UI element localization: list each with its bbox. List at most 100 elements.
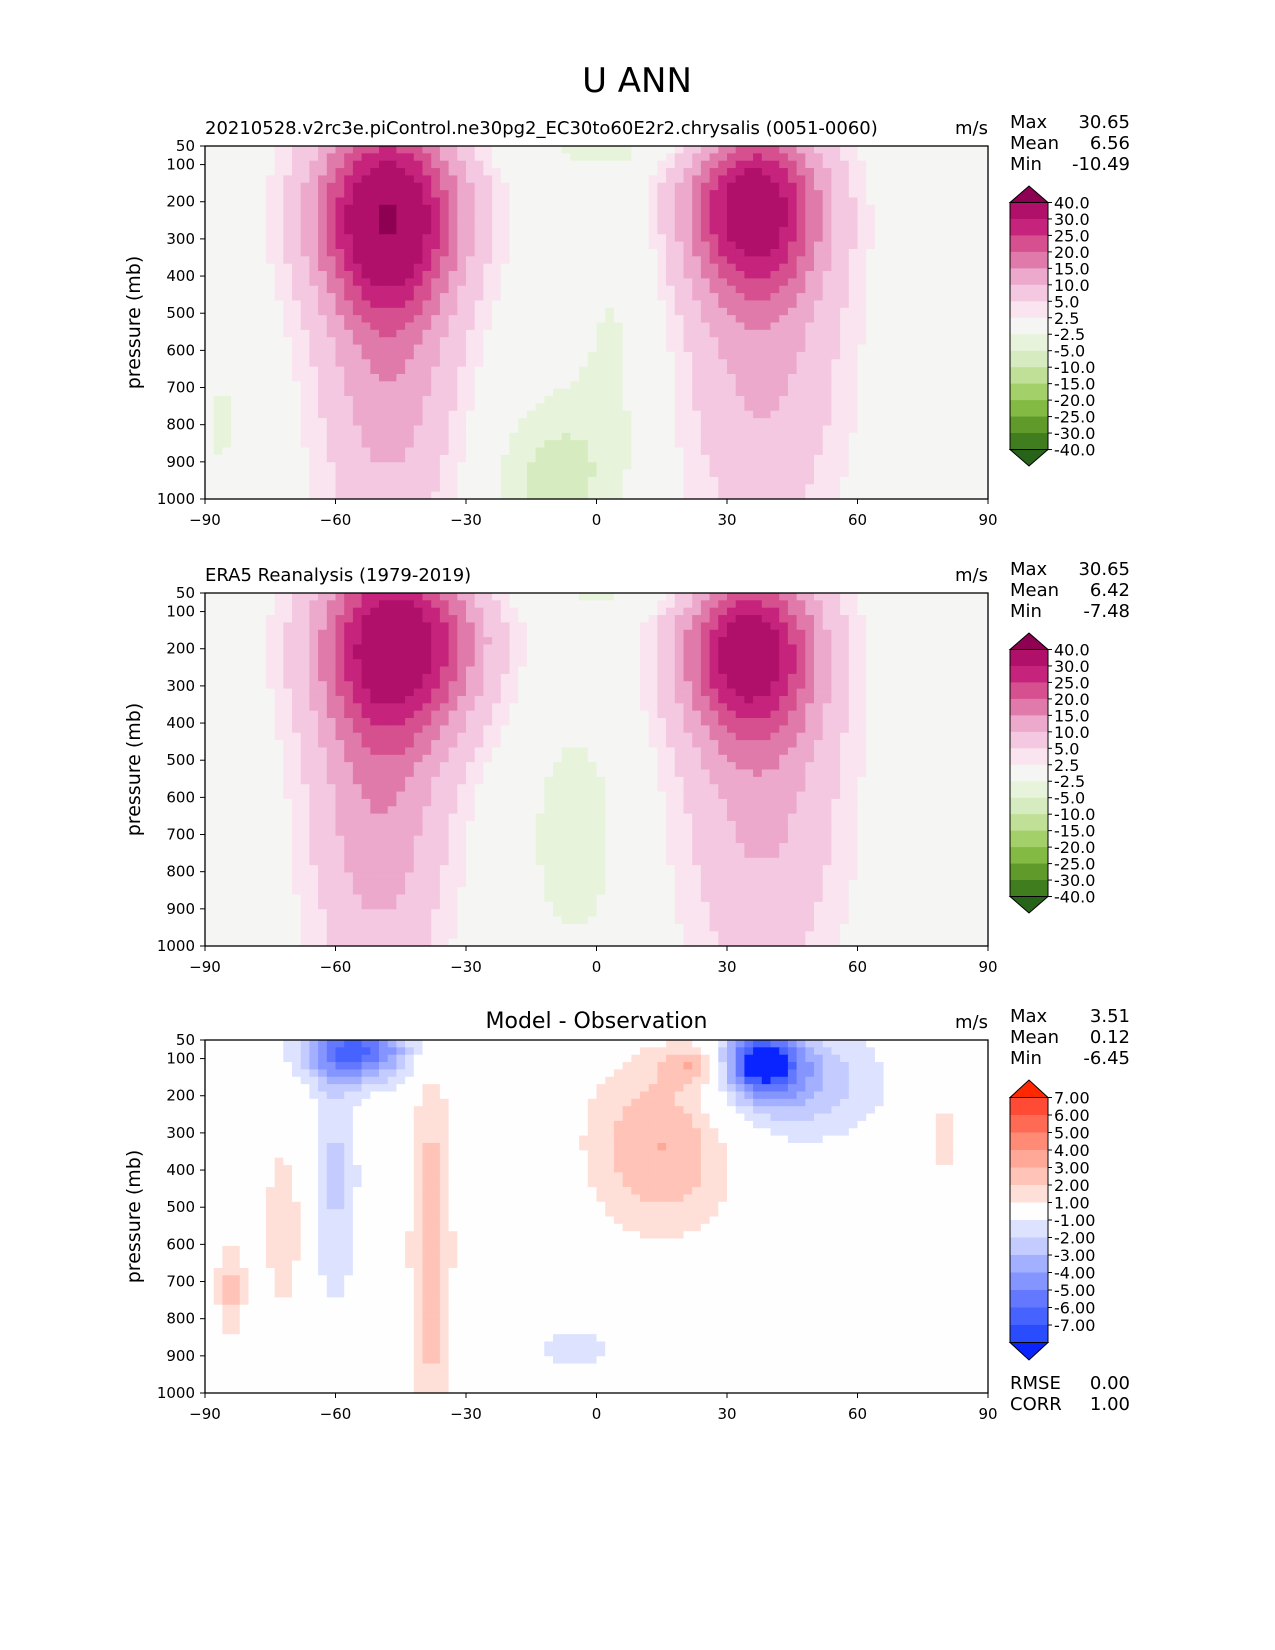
contour-cell: [231, 396, 241, 404]
contour-cell: [657, 615, 667, 624]
contour-cell: [935, 491, 946, 500]
contour-cell: [613, 476, 624, 485]
contour-cell: [439, 454, 450, 463]
contour-cell: [935, 285, 946, 294]
contour-cell: [831, 403, 841, 412]
contour-cell: [822, 440, 832, 449]
contour-cell: [648, 593, 658, 601]
contour-cell: [457, 226, 467, 235]
contour-cell: [396, 182, 406, 191]
contour-cell: [840, 212, 850, 221]
contour-cell: [692, 484, 702, 493]
contour-cell: [535, 153, 545, 162]
contour-cell: [596, 256, 606, 265]
contour-cell: [474, 418, 484, 427]
contour-cell: [953, 315, 963, 324]
contour-cell: [796, 212, 806, 221]
contour-cell: [448, 146, 458, 154]
contour-cell: [770, 373, 780, 382]
contour-cell: [526, 462, 537, 471]
contour-cell: [213, 418, 223, 427]
contour-cell: [274, 381, 284, 390]
contour-cell: [631, 432, 641, 441]
contour-cell: [944, 307, 954, 316]
contour-cell: [822, 278, 832, 287]
contour-cell: [779, 248, 789, 257]
contour-cell: [700, 629, 711, 638]
contour-cell: [700, 285, 711, 294]
contour-cell: [692, 600, 702, 609]
contour-cell: [979, 337, 989, 346]
contour-cell: [831, 248, 841, 257]
contour-cell: [935, 418, 946, 427]
contour-cell: [500, 403, 511, 412]
contour-cell: [309, 146, 319, 154]
contour-cell: [231, 190, 241, 199]
contour-cell: [352, 248, 363, 257]
contour-cell: [370, 637, 380, 646]
contour-cell: [579, 256, 589, 265]
contour-cell: [274, 315, 284, 324]
contour-cell: [805, 263, 815, 272]
contour-cell: [744, 293, 754, 302]
y-axis-label: pressure (mb): [123, 256, 145, 390]
contour-cell: [822, 410, 832, 419]
contour-cell: [422, 593, 432, 601]
contour-cell: [431, 344, 441, 353]
contour-cell: [753, 263, 763, 272]
contour-cell: [570, 629, 580, 638]
contour-cell: [361, 359, 371, 368]
contour-cell: [979, 410, 989, 419]
contour-cell: [466, 315, 476, 324]
colorbar-label: -5.0: [1054, 342, 1085, 361]
contour-cell: [831, 381, 841, 390]
contour-cell: [318, 241, 328, 250]
contour-cell: [631, 600, 641, 609]
contour-cell: [457, 293, 467, 302]
contour-cell: [379, 447, 389, 456]
contour-cell: [535, 396, 545, 404]
contour-cell: [265, 373, 276, 382]
contour-cell: [405, 484, 415, 493]
contour-cell: [901, 366, 911, 375]
contour-cell: [753, 146, 763, 154]
contour-cell: [587, 410, 598, 419]
contour-cell: [352, 263, 363, 272]
contour-cell: [805, 593, 815, 601]
contour-cell: [909, 491, 919, 500]
contour-cell: [796, 418, 806, 427]
contour-cell: [840, 285, 850, 294]
contour-cell: [848, 388, 859, 397]
contour-cell: [814, 197, 824, 206]
contour-cell: [840, 622, 850, 631]
contour-cell: [231, 351, 241, 360]
contour-cell: [509, 300, 519, 309]
contour-cell: [979, 403, 989, 412]
contour-cell: [727, 322, 737, 331]
contour-cell: [970, 204, 980, 213]
contour-cell: [657, 454, 667, 463]
contour-cell: [935, 403, 946, 412]
contour-cell: [483, 204, 493, 213]
contour-cell: [831, 593, 841, 601]
contour-cell: [918, 263, 928, 272]
contour-cell: [866, 469, 876, 478]
contour-cell: [901, 190, 911, 199]
contour-cell: [492, 263, 502, 272]
contour-cell: [448, 175, 458, 184]
contour-cell: [213, 381, 223, 390]
contour-cell: [944, 454, 954, 463]
contour-cell: [840, 462, 850, 471]
contour-cell: [831, 440, 841, 449]
contour-cell: [231, 337, 241, 346]
contour-cell: [692, 315, 702, 324]
contour-cell: [770, 476, 780, 485]
contour-cell: [866, 425, 876, 434]
contour-cell: [631, 241, 641, 250]
contour-cell: [944, 600, 954, 609]
contour-cell: [265, 271, 276, 279]
contour-cell: [805, 462, 815, 471]
contour-cell: [387, 469, 397, 478]
contour-cell: [857, 190, 867, 199]
contour-cell: [500, 344, 511, 353]
